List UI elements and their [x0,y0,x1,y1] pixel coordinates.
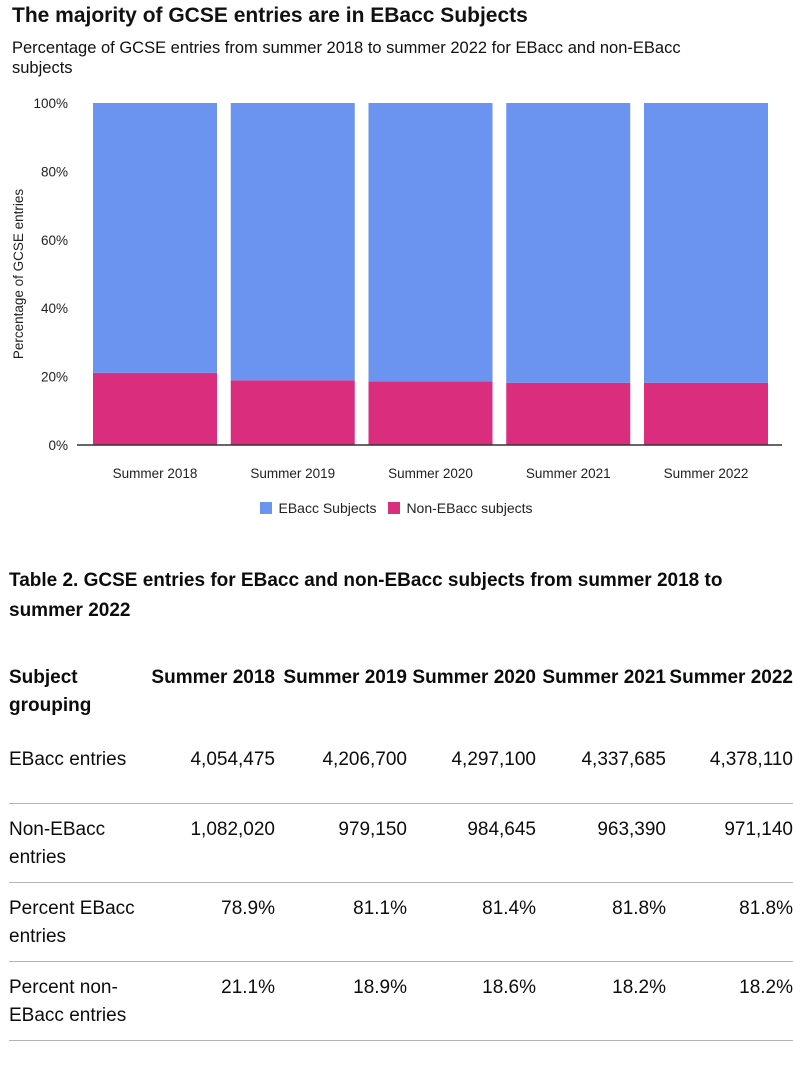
table-header-row: Subject grouping Summer 2018 Summer 2019… [9,664,793,734]
entries-table: Subject grouping Summer 2018 Summer 2019… [9,664,793,1041]
x-tick-label: Summer 2018 [113,466,198,481]
table-row: EBacc entries 4,054,475 4,206,700 4,297,… [9,734,793,804]
table-cell: 81.1% [275,882,407,962]
x-tick-label: Summer 2019 [250,466,335,481]
table-cell: 4,054,475 [149,734,275,804]
bar-ebacc-subjects-summer-2020 [368,103,493,382]
table-cell: 4,378,110 [666,734,793,804]
table-cell: Percent non-EBacc entries [9,961,149,1041]
table-cell: EBacc entries [9,734,149,804]
y-axis-title: Percentage of GCSE entries [11,189,26,360]
legend-label-ebacc: EBacc Subjects [278,500,377,516]
y-tick-label: 40% [41,301,68,316]
table-cell: 81.8% [536,882,666,962]
table-cell: 4,206,700 [275,734,407,804]
header-summer-2020: Summer 2020 [412,667,536,688]
table-cell: 18.6% [407,961,536,1041]
table-caption: Table 2. GCSE entries for EBacc and non-… [9,570,723,621]
bar-non-ebacc-subjects-summer-2018 [93,372,217,445]
header-summer-2019: Summer 2019 [283,667,407,688]
x-tick-label: Summer 2021 [526,466,611,481]
table-cell: 963,390 [536,803,666,883]
y-tick-label: 60% [41,233,68,248]
table-cell: 21.1% [149,961,275,1041]
bar-non-ebacc-subjects-summer-2021 [506,382,631,445]
table-cell: 18.9% [275,961,407,1041]
table-cell: 984,645 [407,803,536,883]
bar-non-ebacc-subjects-summer-2022 [644,382,768,445]
bar-non-ebacc-subjects-summer-2019 [230,380,355,445]
y-tick-label: 20% [41,370,68,385]
chart-legend: EBacc Subjects Non-EBacc subjects [0,500,793,517]
y-tick-label: 80% [41,164,68,179]
y-tick-label: 0% [48,438,68,453]
legend-swatch-ebacc [260,502,273,514]
bar-ebacc-subjects-summer-2019 [230,103,355,381]
table-cell: 4,337,685 [536,734,666,804]
table-cell: Percent EBacc entries [9,882,149,962]
legend-item-non-ebacc: Non-EBacc subjects [388,500,533,516]
chart-title: The majority of GCSE entries are in EBac… [12,4,528,27]
header-summer-2021: Summer 2021 [542,667,666,688]
bar-ebacc-subjects-summer-2022 [644,103,768,383]
table-row: Percent non-EBacc entries 21.1% 18.9% 18… [9,961,793,1041]
bar-ebacc-subjects-summer-2021 [506,103,631,383]
x-axis-tick-labels: Summer 2018 Summer 2019 Summer 2020 Summer … [113,466,749,481]
table-cell: Non-EBacc entries [9,803,149,883]
table-cell: 979,150 [275,803,407,883]
legend-label-non-ebacc: Non-EBacc subjects [406,500,533,516]
bar-non-ebacc-subjects-summer-2020 [368,381,493,445]
header-summer-2018: Summer 2018 [151,667,275,688]
table-cell: 78.9% [149,882,275,962]
legend-swatch-non-ebacc [388,502,401,514]
chart-subtitle: Percentage of GCSE entries from summer 2… [12,39,681,77]
table-row: Percent EBacc entries 78.9% 81.1% 81.4% … [9,882,793,962]
y-axis-ticks: 0% 20% 40% 60% 80% 100% [33,96,68,453]
y-tick-label: 100% [33,96,68,111]
header-summer-2022: Summer 2022 [669,667,793,688]
table-cell: 81.8% [666,882,793,962]
x-tick-label: Summer 2020 [388,466,473,481]
table-cell: 971,140 [666,803,793,883]
x-tick-label: Summer 2022 [664,466,749,481]
table-cell: 18.2% [536,961,666,1041]
legend-item-ebacc: EBacc Subjects [260,500,377,516]
table-cell: 1,082,020 [149,803,275,883]
table-cell: 18.2% [666,961,793,1041]
table-cell: 4,297,100 [407,734,536,804]
table-row: Non-EBacc entries 1,082,020 979,150 984,… [9,803,793,883]
stacked-bar-chart: 0% 20% 40% 60% 80% 100% Percentage of GCSE en… [11,96,782,481]
bars [93,103,768,445]
table-cell: 81.4% [407,882,536,962]
header-subject-grouping: Subject grouping [9,667,92,716]
bar-ebacc-subjects-summer-2018 [93,103,217,373]
